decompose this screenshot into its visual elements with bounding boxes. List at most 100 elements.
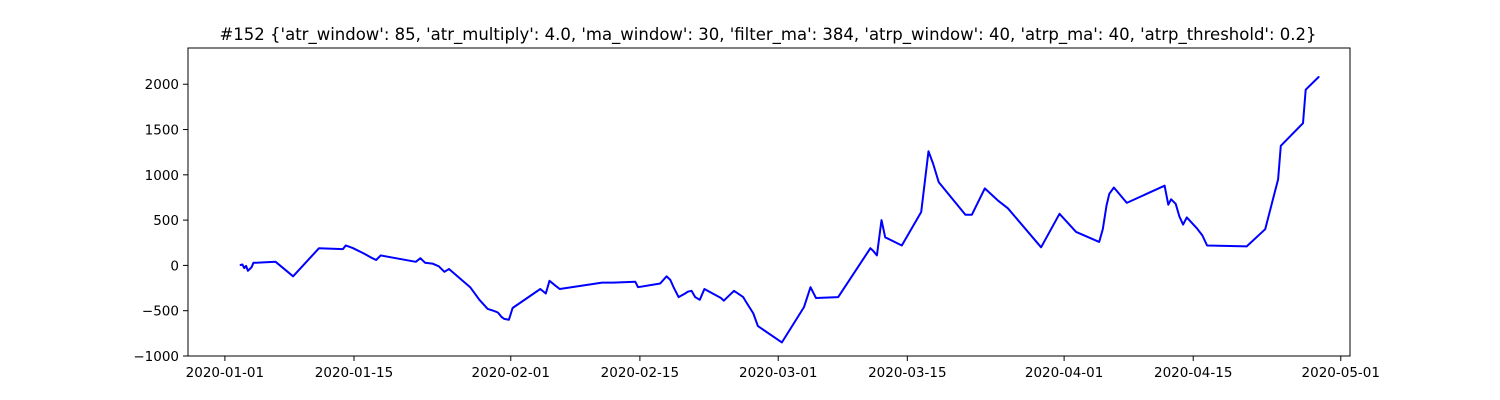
series-line (239, 76, 1320, 344)
data-point (742, 296, 744, 298)
data-point (815, 297, 817, 299)
data-point (901, 245, 903, 247)
data-point (694, 296, 696, 298)
chart-title: #152 {'atr_window': 85, 'atr_multiply': … (219, 25, 1316, 45)
data-point (424, 262, 426, 264)
data-point (687, 291, 689, 293)
data-point (1182, 224, 1184, 226)
data-point (881, 219, 883, 221)
data-point (554, 284, 556, 286)
data-point (876, 254, 878, 256)
data-point (419, 257, 421, 259)
data-point (720, 297, 722, 299)
data-point (938, 181, 940, 183)
x-tick-label: 2020-03-01 (739, 365, 817, 381)
data-point (1277, 178, 1279, 180)
y-tick-label: −1000 (133, 349, 179, 365)
data-point (559, 288, 561, 290)
data-point (669, 279, 671, 281)
data-point (512, 307, 514, 309)
data-point (703, 288, 705, 290)
data-point (342, 248, 344, 250)
data-point (508, 319, 510, 321)
data-point (363, 253, 365, 255)
data-point (869, 247, 871, 249)
data-point (1170, 198, 1172, 200)
data-point (837, 296, 839, 298)
data-point (1075, 231, 1077, 233)
data-point (1305, 89, 1307, 91)
data-point (503, 318, 505, 320)
x-tick-label: 2020-02-01 (472, 365, 550, 381)
data-point (245, 265, 247, 267)
x-tick-label: 2020-04-01 (1025, 365, 1103, 381)
y-tick-label: −500 (142, 304, 179, 320)
data-point (872, 250, 874, 252)
x-tick-label: 2020-03-15 (868, 365, 946, 381)
y-tick-label: 0 (170, 258, 179, 274)
y-tick-label: 1500 (145, 123, 179, 139)
data-point (469, 286, 471, 288)
data-point (666, 275, 668, 277)
data-point (684, 293, 686, 295)
data-point (275, 261, 277, 263)
data-point (1196, 227, 1198, 229)
data-point (438, 265, 440, 267)
data-point (492, 310, 494, 312)
data-point (253, 262, 255, 264)
data-point (348, 245, 350, 247)
y-axis: −1000 −500 0 500 1000 1500 2000 (133, 77, 188, 365)
data-point (247, 270, 249, 272)
data-point (745, 301, 747, 303)
x-tick-label: 2020-02-15 (601, 365, 679, 381)
data-point (1206, 245, 1208, 247)
data-point (1007, 207, 1009, 209)
data-point (601, 282, 603, 284)
data-point (539, 288, 541, 290)
data-point (803, 306, 805, 308)
data-point (723, 300, 725, 302)
data-point (984, 187, 986, 189)
data-point (699, 299, 701, 301)
data-point (251, 266, 253, 268)
plot-area (187, 47, 1351, 357)
data-point (431, 263, 433, 265)
data-point (781, 341, 783, 343)
x-axis: 2020-01-01 2020-01-15 2020-02-01 2020-02-15… (186, 356, 1380, 381)
data-point (478, 299, 480, 301)
y-tick-label: 1000 (145, 168, 179, 184)
data-point (757, 325, 759, 327)
data-point (255, 262, 257, 264)
data-point (1175, 203, 1177, 205)
x-tick-label: 2020-05-01 (1302, 365, 1380, 381)
data-point (1264, 228, 1266, 230)
data-point (1246, 245, 1248, 247)
data-point (1318, 76, 1320, 78)
data-point (1126, 202, 1128, 204)
axes-frame (187, 47, 1351, 357)
x-tick-label: 2020-01-15 (315, 365, 393, 381)
data-point (998, 200, 1000, 202)
data-point (634, 281, 636, 283)
data-point (249, 268, 251, 270)
data-point (243, 267, 245, 269)
y-tick-label: 2000 (145, 77, 179, 93)
data-point (932, 163, 934, 165)
data-point (928, 150, 930, 152)
data-point (1186, 216, 1188, 218)
data-point (810, 286, 812, 288)
x-tick-label: 2020-01-01 (186, 365, 264, 381)
data-point (375, 259, 377, 261)
data-point (1280, 145, 1282, 147)
data-point (501, 316, 503, 318)
data-point (545, 293, 547, 295)
x-tick-label: 2020-04-15 (1154, 365, 1232, 381)
data-point (292, 275, 294, 277)
data-point (1108, 193, 1110, 195)
data-point (497, 312, 499, 314)
data-point (1040, 246, 1042, 248)
data-point (659, 283, 661, 285)
data-point (318, 247, 320, 249)
data-point (1113, 187, 1115, 189)
